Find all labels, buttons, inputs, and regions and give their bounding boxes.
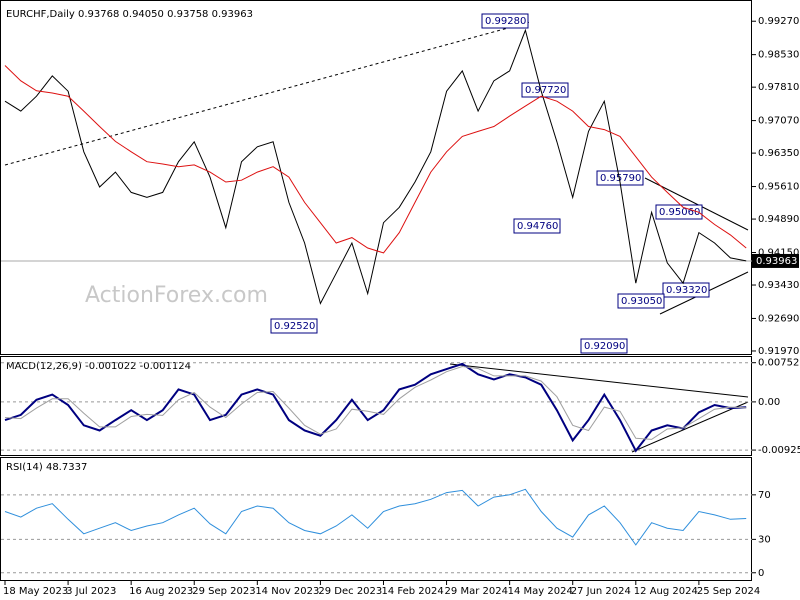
annotation: 0.93050	[621, 296, 662, 307]
x-tick-label: 14 Nov 2023	[255, 586, 319, 597]
x-tick-label: 12 Aug 2024	[634, 586, 698, 597]
annotation-box	[580, 338, 628, 354]
x-tick-label: 18 May 2023	[3, 586, 68, 597]
x-tick-label: 29 Dec 2023	[318, 586, 382, 597]
y-tick-label: 70	[758, 490, 771, 501]
annotation-box	[617, 293, 665, 309]
y-tick-label: 0.007526	[758, 358, 800, 369]
current-price-label: 0.93963	[756, 256, 797, 267]
annotation: 0.99280	[485, 16, 526, 27]
annotation: 0.95060	[659, 207, 700, 218]
series-line	[4, 28, 747, 305]
x-tick-label: 16 Aug 2023	[129, 586, 193, 597]
x-tick-label: 3 Jul 2023	[66, 586, 116, 597]
x-tick-label: 27 Jun 2024	[571, 586, 631, 597]
price-panel-frame	[0, 0, 752, 355]
y-tick-label: 0.96350	[758, 148, 799, 159]
annotation: 0.95790	[600, 173, 641, 184]
y-tick-label: 0.92690	[758, 313, 799, 324]
y-tick-label: 0.91970	[758, 346, 799, 357]
y-tick-label: 0.00	[758, 397, 780, 408]
x-tick-label: 29 Mar 2024	[445, 586, 508, 597]
y-tick-label: 0.95610	[758, 182, 799, 193]
trendline	[449, 363, 749, 398]
annotation-box	[270, 318, 318, 334]
watermark: ActionForex.com	[85, 283, 268, 308]
y-tick-label: 0.97070	[758, 116, 799, 127]
macd-panel-frame	[0, 356, 752, 456]
annotation: 0.97720	[525, 85, 566, 96]
annotation: 0.94760	[517, 221, 558, 232]
trendline	[4, 21, 531, 166]
panel-title: EURCHF,Daily 0.93768 0.94050 0.93758 0.9…	[6, 9, 253, 20]
current-price-box	[752, 253, 799, 268]
y-tick-label: 0.98530	[758, 50, 799, 61]
y-tick-label: 30	[758, 534, 771, 545]
series-line	[4, 365, 747, 440]
panel-title: MACD(12,26,9) -0.001022 -0.001124	[6, 361, 191, 372]
x-tick-label: 14 May 2024	[508, 586, 573, 597]
annotation: 0.92520	[274, 321, 315, 332]
y-tick-label: 0.93430	[758, 280, 799, 291]
annotation-box	[513, 218, 561, 234]
trendline	[644, 177, 749, 231]
series-line	[4, 362, 747, 453]
rsi-panel-frame	[0, 457, 752, 581]
annotation-box	[662, 282, 710, 298]
annotation-box	[481, 13, 529, 29]
y-tick-label: 0.97810	[758, 82, 799, 93]
y-tick-label: -0.009252	[758, 445, 800, 456]
x-tick-label: 14 Feb 2024	[381, 586, 443, 597]
y-tick-label: 0.94890	[758, 214, 799, 225]
annotation: 0.93320	[666, 285, 707, 296]
series-line	[4, 65, 747, 254]
series-line	[4, 488, 747, 546]
x-tick-label: 25 Sep 2024	[697, 586, 760, 597]
trendline	[631, 401, 749, 453]
annotation: 0.92090	[584, 341, 625, 352]
y-tick-label: 0	[758, 568, 764, 579]
annotation-box	[655, 204, 703, 220]
y-tick-label: 0.94150	[758, 247, 799, 258]
panel-title: RSI(14) 48.7337	[6, 462, 87, 473]
y-tick-label: 0.99270	[758, 16, 799, 27]
x-tick-label: 29 Sep 2023	[192, 586, 255, 597]
